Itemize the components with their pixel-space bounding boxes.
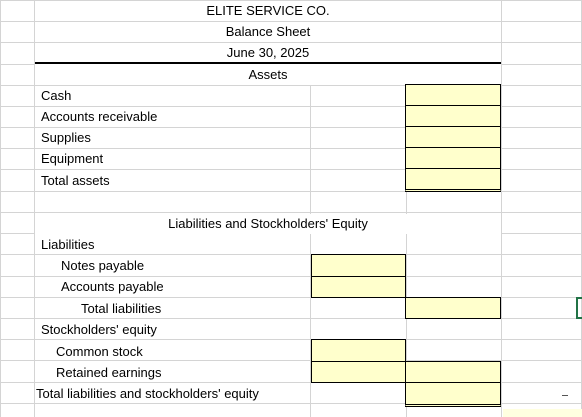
gridline [0,360,582,361]
asset-label-cash: Cash [41,88,72,103]
gridline [0,148,582,149]
equity-subtotal-input[interactable] [405,361,501,383]
gridline [0,0,1,417]
gridline [0,403,582,404]
stockholders-equity-label: Stockholders' equity [41,322,157,337]
accounts-payable-label: Accounts payable [61,279,164,294]
gridline [501,0,502,417]
asset-label-total-assets: Total assets [41,173,110,188]
supplies-input[interactable] [405,126,501,148]
gridline [0,212,582,213]
statement-title: Balance Sheet [225,24,311,39]
total-assets-input[interactable] [405,168,501,192]
gridline [406,0,407,417]
equipment-input[interactable] [405,147,501,169]
gridline [0,297,582,298]
partial-cell [503,409,582,417]
total-liab-equity-label: Total liabilities and stockholders' equi… [36,386,259,401]
gridline [0,339,582,340]
total-liab-equity-input[interactable] [405,382,501,407]
gridline [0,127,582,128]
accounts-payable-input[interactable] [311,276,406,298]
gridline [0,85,582,86]
total-liabilities-label: Total liabilities [81,301,162,316]
gridline [35,42,501,43]
asset-label-supplies: Supplies [41,130,91,145]
gridline [0,106,582,107]
gridline [0,276,582,277]
gridline [0,254,582,255]
gridline [35,21,501,22]
gridline [0,169,582,170]
gridline [310,0,311,417]
accounts-receivable-input[interactable] [405,105,501,127]
asset-label-equipment: Equipment [41,151,104,166]
gridline [0,0,582,1]
retained-earnings-label: Retained earnings [56,365,162,380]
statement-date: June 30, 2025 [226,45,310,60]
dash-mark [562,395,568,396]
header-underline [35,62,501,64]
common-stock-label: Common stock [56,344,143,359]
asset-label-accounts-receivable: Accounts receivable [41,109,158,124]
gridline [0,191,582,192]
assets-heading: Assets [248,67,288,82]
gridline [34,0,35,417]
company-name: ELITE SERVICE CO. [206,3,330,18]
cash-input[interactable] [405,84,501,106]
selected-cell-indicator[interactable] [576,297,582,319]
total-liabilities-input[interactable] [405,297,501,319]
notes-payable-input[interactable] [311,254,406,277]
liabilities-label: Liabilities [41,237,95,252]
retained-earnings-input[interactable] [311,361,406,383]
notes-payable-label: Notes payable [61,258,145,273]
liabilities-equity-heading: Liabilities and Stockholders' Equity [35,214,501,234]
gridline [0,318,582,319]
gridline [0,382,582,383]
header-block [35,1,501,85]
common-stock-input[interactable] [311,339,406,362]
